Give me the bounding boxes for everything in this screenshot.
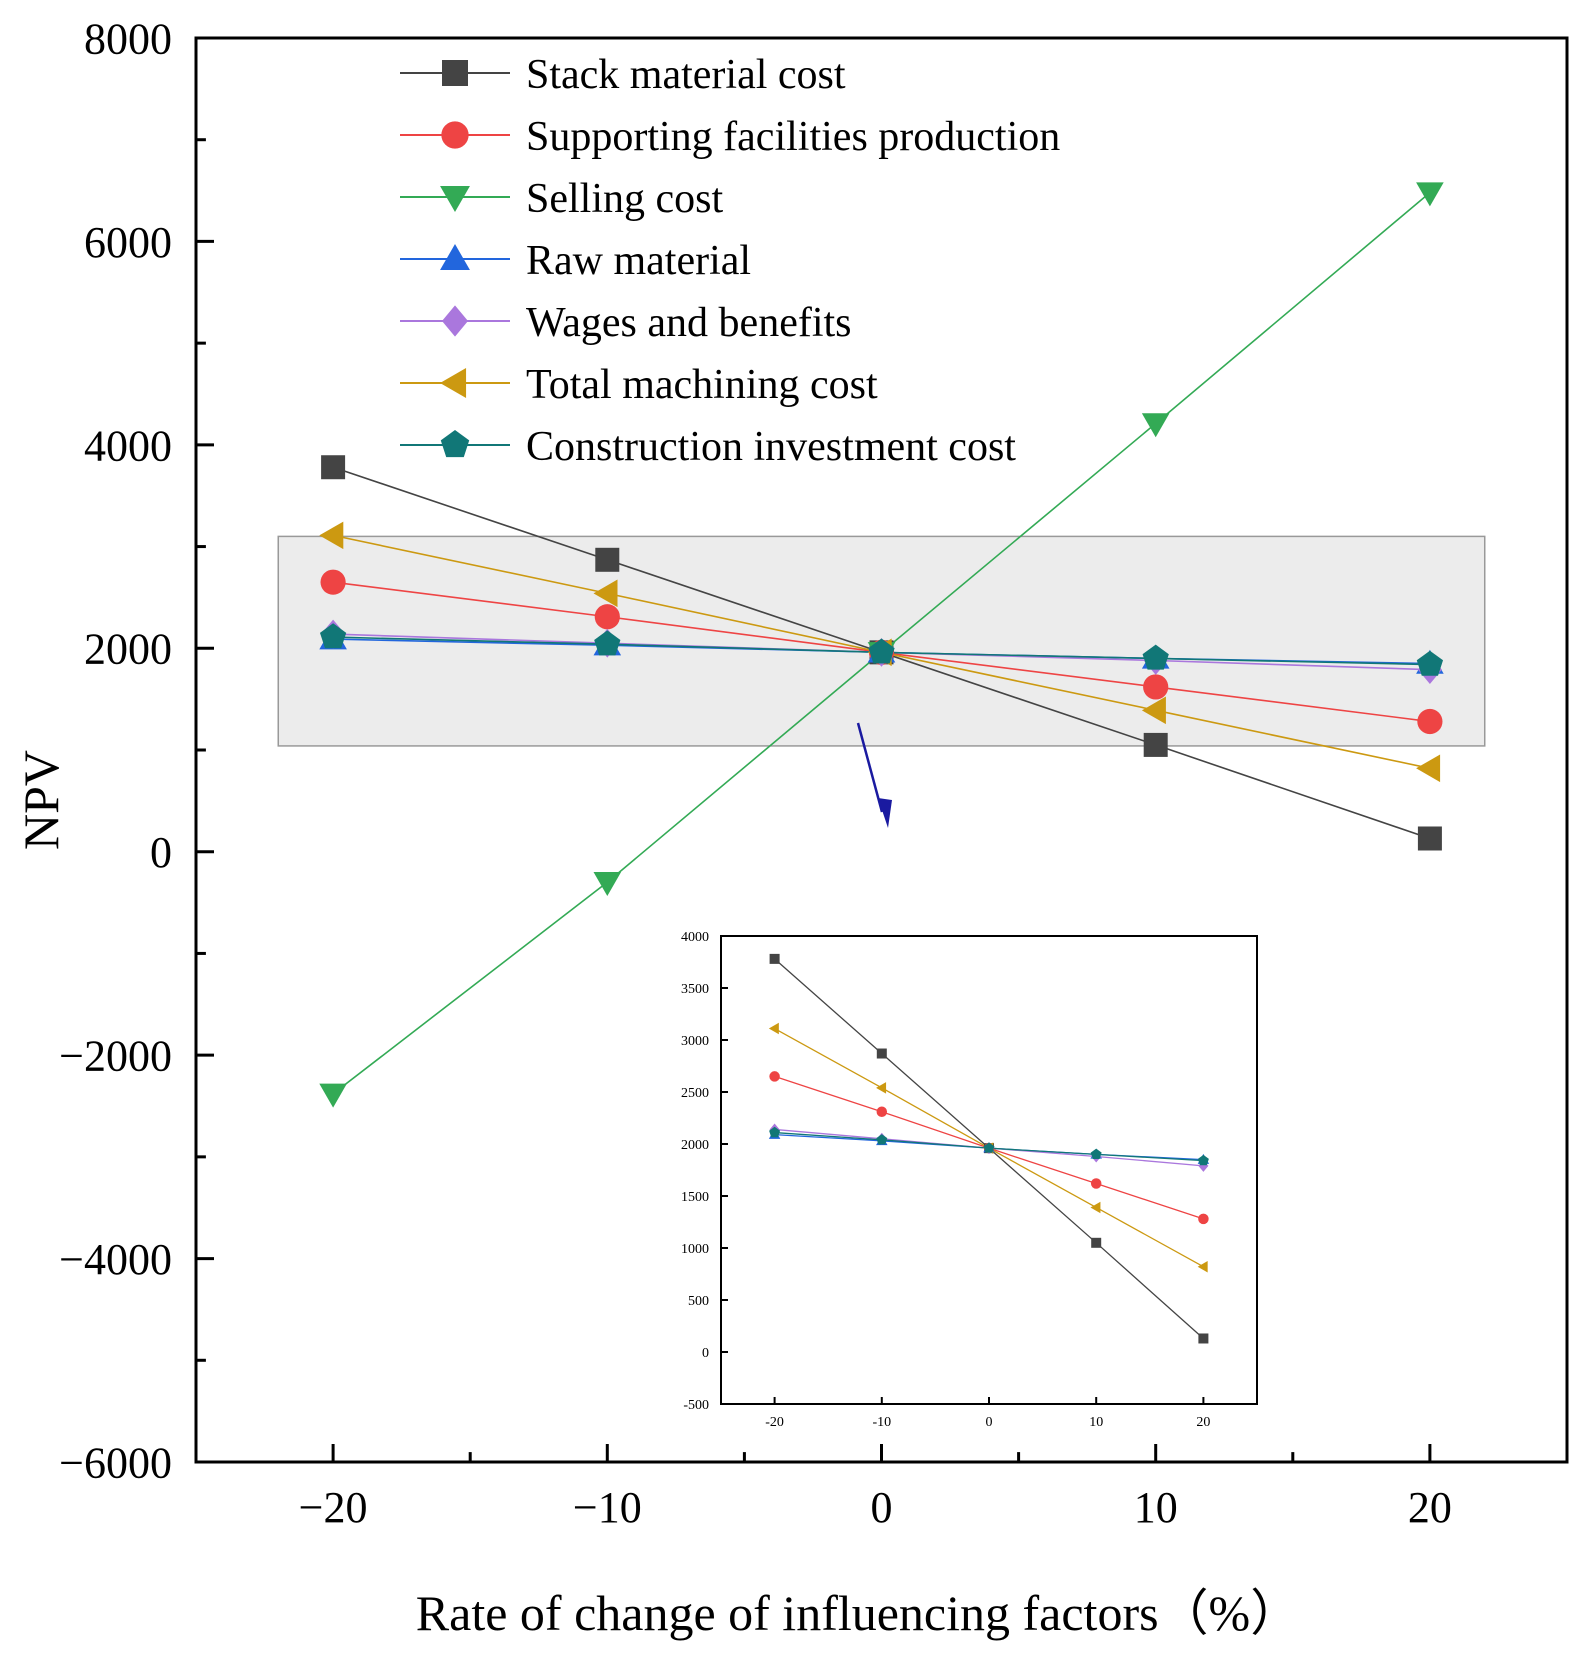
legend-item-0: Stack material cost: [400, 52, 846, 98]
legend-item-5: Total machining cost: [400, 362, 878, 408]
main-point-s0-p3: [1143, 732, 1168, 757]
main-point-s6-p3: [1142, 644, 1169, 670]
main-point-s2-p0: [319, 1083, 347, 1108]
inset-ytick-label: 3500: [681, 982, 709, 997]
main-point-s2-p3: [1141, 413, 1170, 438]
inset-ytick-label: 1500: [681, 1190, 709, 1205]
legend-item-4: Wages and benefits: [400, 300, 852, 346]
legend-label: Stack material cost: [526, 52, 846, 98]
main-ytick-label: −4000: [59, 1235, 172, 1284]
x-axis-title: Rate of change of influencing factors（%）: [416, 1585, 1300, 1641]
inset-background: [721, 936, 1257, 1404]
legend-label: Total machining cost: [526, 362, 878, 408]
inset-point-s4-p3: [1090, 1201, 1101, 1214]
main-ytick-label: −2000: [59, 1032, 172, 1081]
main-ytick-label: −6000: [59, 1438, 172, 1487]
inset-ytick-label: 2000: [681, 1138, 709, 1153]
legend-marker: [441, 121, 469, 149]
inset-xtick-label: 10: [1089, 1415, 1103, 1430]
legend-item-1: Supporting facilities production: [400, 114, 1060, 160]
main-point-s6-p2: [868, 638, 895, 664]
inset-point-s4-p0: [768, 1022, 779, 1035]
main-point-s1-p0: [320, 569, 346, 595]
inset-point-s4-p4: [1197, 1260, 1208, 1273]
inset-xtick-label: 0: [986, 1415, 993, 1430]
main-xtick-label: 0: [871, 1483, 893, 1532]
legend-label: Selling cost: [526, 176, 723, 222]
legend-label: Supporting facilities production: [526, 114, 1060, 160]
main-xtick-label: 10: [1134, 1483, 1178, 1532]
main-xtick-label: 20: [1408, 1483, 1452, 1532]
inset-point-s0-p0: [769, 953, 780, 964]
main-xtick-label: −20: [299, 1483, 368, 1532]
legend-marker: [442, 60, 468, 86]
y-axis-title: NPV: [13, 750, 69, 850]
inset-point-s1-p1: [876, 1106, 888, 1118]
main-point-s0-p4: [1417, 826, 1442, 851]
main-point-s1-p3: [1143, 674, 1169, 700]
inset-point-s0-p4: [1198, 1333, 1209, 1344]
inset-ytick-label: 2500: [681, 1086, 709, 1101]
inset-point-s5-p2: [983, 1142, 995, 1153]
main-point-s1-p4: [1417, 708, 1443, 735]
main-point-s6-p4: [1416, 650, 1444, 676]
main-ytick-label: 8000: [84, 14, 172, 63]
inset-xtick-label: -10: [872, 1415, 891, 1430]
main-point-s5-p3: [1141, 696, 1166, 725]
main-ytick-label: 0: [150, 828, 172, 877]
inset-ytick-label: 4000: [681, 930, 709, 945]
main-ytick-label: 4000: [84, 421, 172, 470]
zoom-arrow-line: [856, 722, 884, 813]
inset-point-s1-p0: [769, 1071, 780, 1082]
legend-label: Raw material: [526, 238, 751, 284]
main-point-s5-p4: [1416, 754, 1441, 783]
inset-point-s5-p1: [876, 1134, 888, 1145]
legend-marker: [440, 430, 470, 458]
inset-plot: -500 0 500 1000 1500 2000 2500 3000 3500 4000 -20 -…: [681, 930, 1258, 1430]
legend-item-3: Raw material: [400, 238, 751, 284]
inset-point-s5-p3: [1090, 1148, 1102, 1160]
legend-label: Wages and benefits: [526, 300, 852, 346]
main-point-s0-p1: [595, 547, 620, 572]
inset-point-s4-p1: [876, 1082, 887, 1094]
zoom-arrow-head: [878, 798, 892, 828]
inset-point-s1-p3: [1090, 1178, 1102, 1189]
inset-point-s5-p4: [1197, 1154, 1209, 1166]
inset-point-s0-p3: [1091, 1237, 1102, 1248]
legend-marker: [440, 185, 470, 212]
inset-ytick-label: 0: [702, 1346, 709, 1361]
main-point-s5-p1: [593, 579, 618, 608]
main-ytick-label: 2000: [84, 625, 172, 674]
main-point-s1-p1: [594, 604, 620, 630]
main-point-s6-p0: [319, 623, 347, 649]
main-point-s0-p0: [321, 455, 346, 480]
inset-ytick-label: 3000: [681, 1034, 709, 1049]
main-point-s2-p1: [593, 872, 622, 897]
inset-point-s0-p1: [876, 1048, 887, 1059]
inset-ytick-label: -500: [683, 1398, 709, 1413]
legend: Stack material cost Supporting facilities…: [400, 52, 1060, 470]
main-xtick-label: −10: [573, 1483, 642, 1532]
inset-ytick-label: 500: [688, 1294, 709, 1309]
legend-marker: [442, 305, 468, 337]
inset-point-s5-p0: [769, 1126, 781, 1138]
main-point-s6-p1: [594, 630, 621, 656]
inset-xtick-label: -20: [765, 1415, 784, 1430]
zoom-arrow: [856, 722, 892, 828]
legend-item-2: Selling cost: [400, 176, 723, 222]
main-point-s5-p0: [319, 521, 344, 550]
inset-point-s1-p4: [1198, 1213, 1209, 1225]
inset-xtick-label: 20: [1196, 1415, 1210, 1430]
main-ytick-label: 6000: [84, 218, 172, 267]
legend-marker: [440, 244, 470, 271]
legend-label: Construction investment cost: [526, 424, 1016, 470]
main-point-s2-p4: [1416, 182, 1444, 207]
inset-ytick-label: 1000: [681, 1242, 709, 1257]
legend-item-6: Construction investment cost: [400, 424, 1016, 470]
legend-marker: [440, 368, 467, 398]
